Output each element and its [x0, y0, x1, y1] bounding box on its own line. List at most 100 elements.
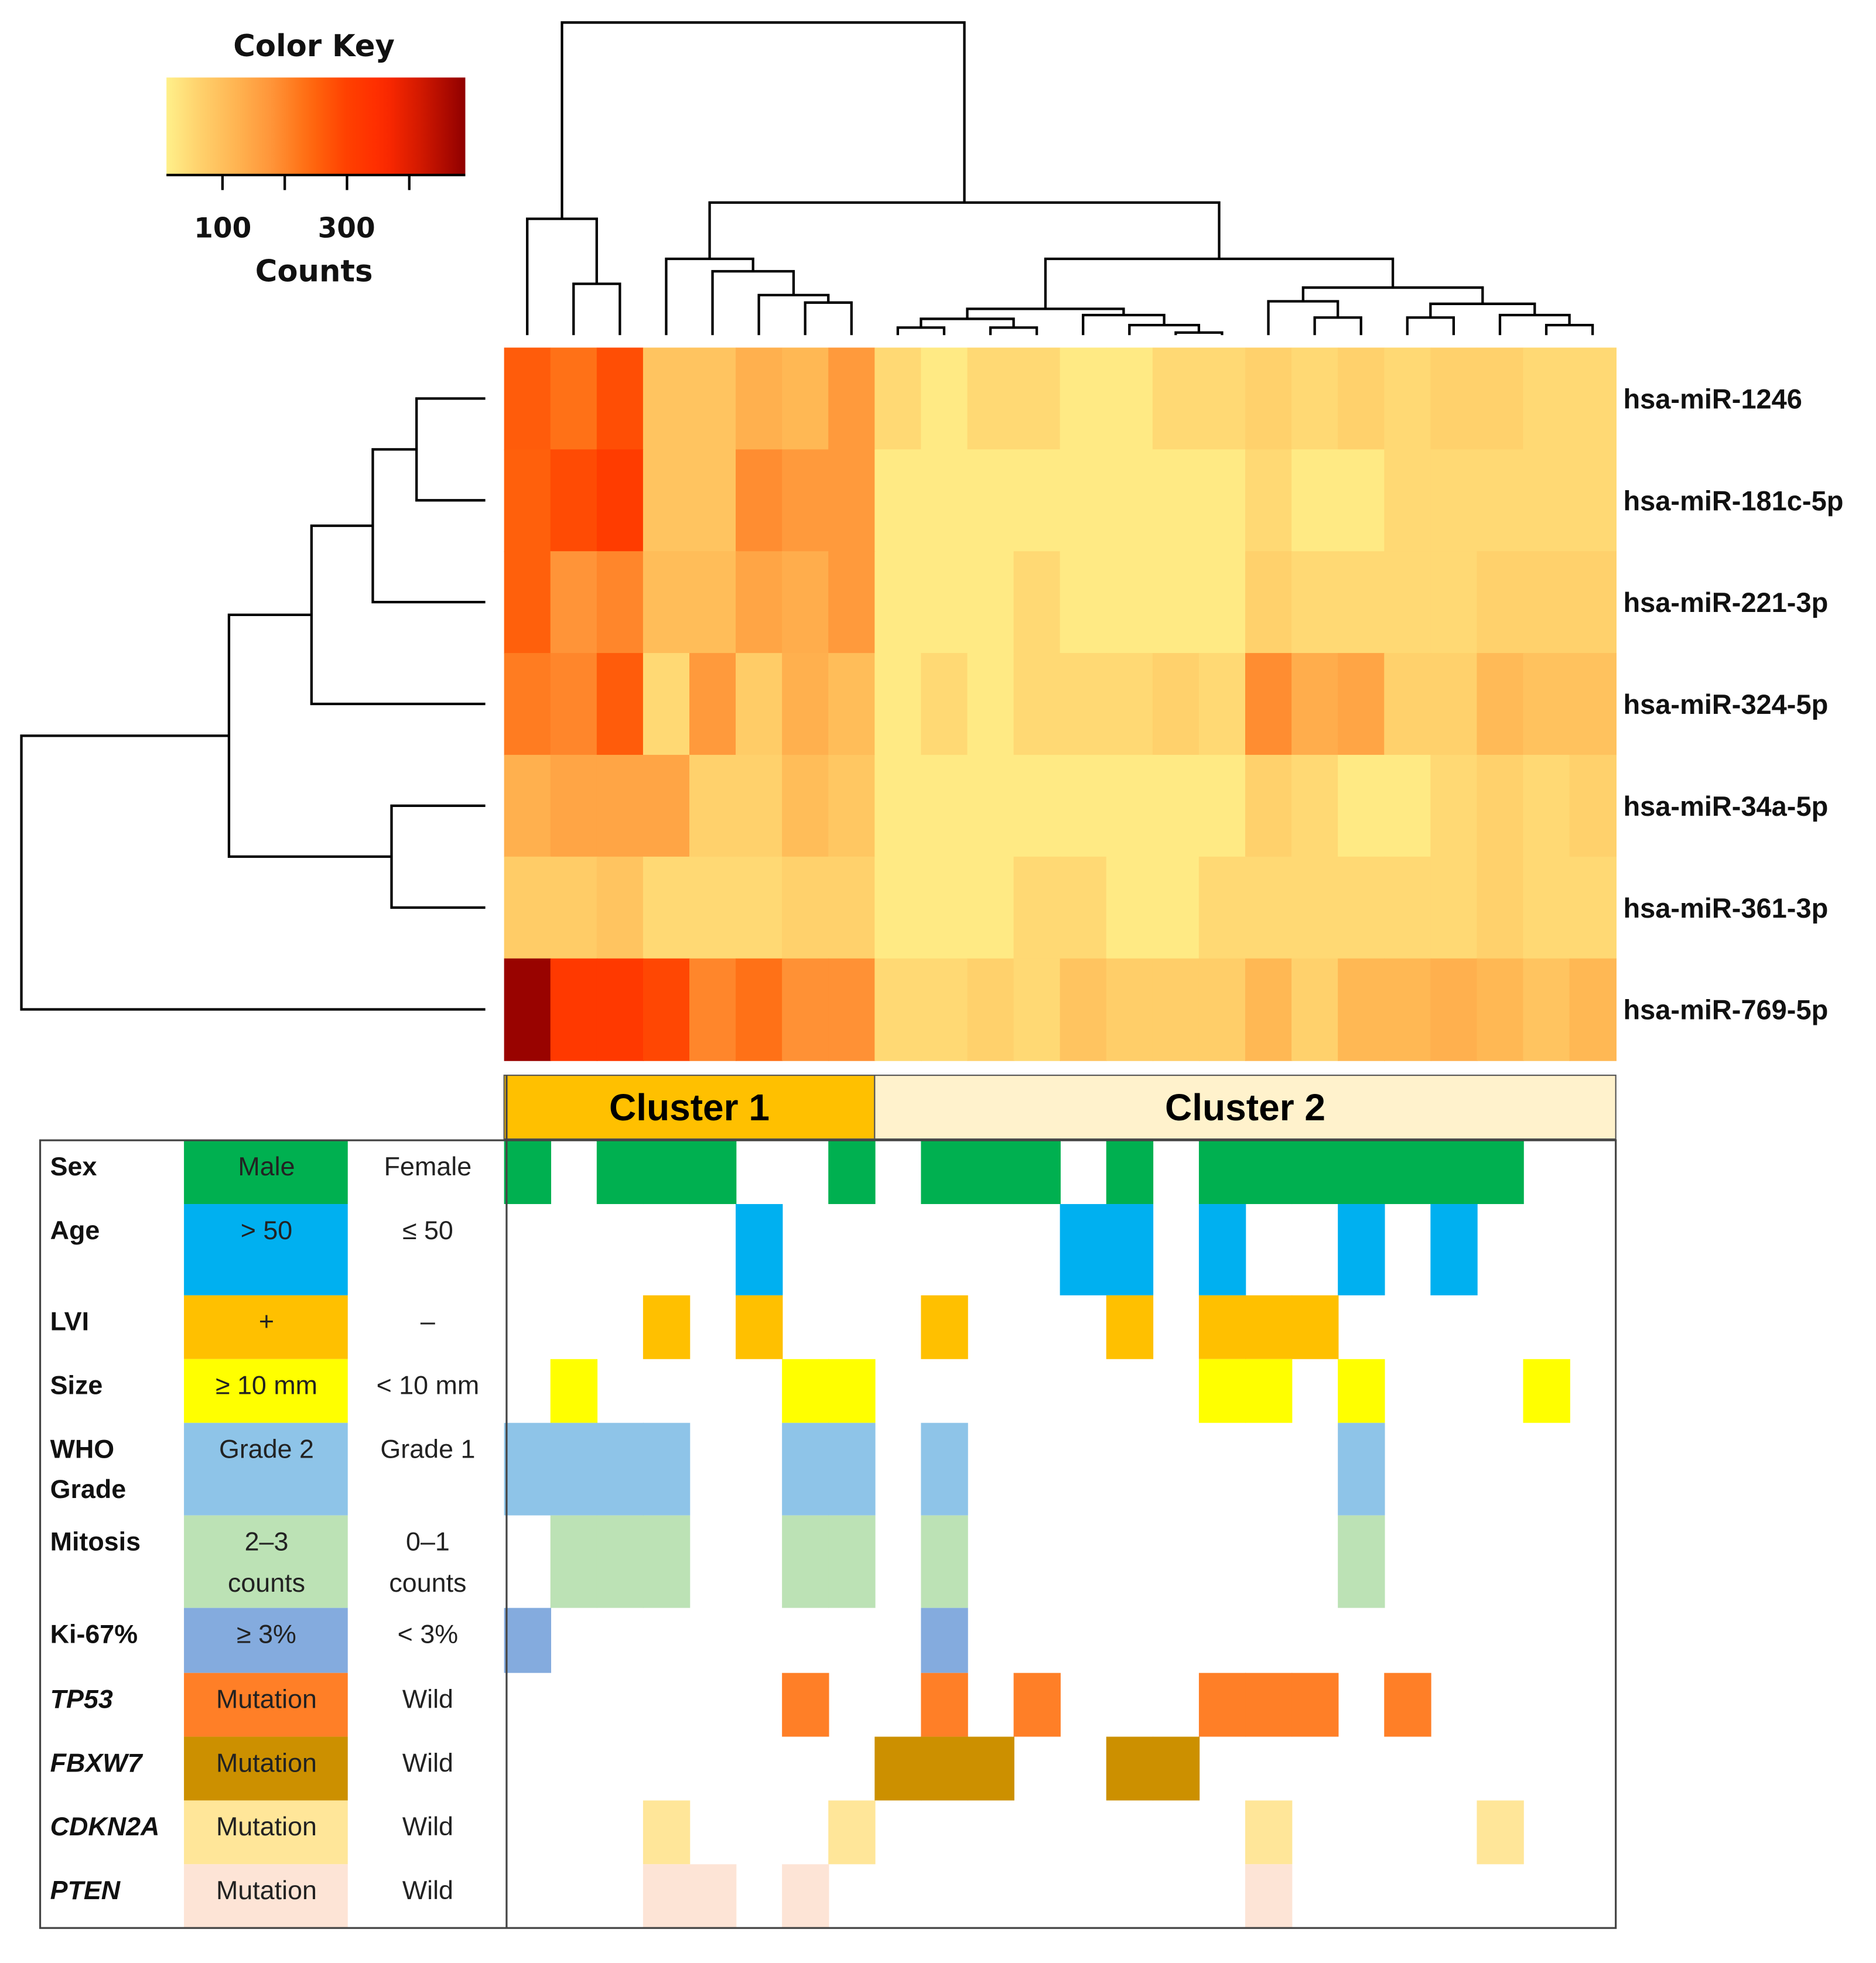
- annotation-cell: [1152, 1736, 1200, 1801]
- heatmap-cell: [1569, 449, 1617, 552]
- heatmap-cell: [550, 958, 598, 1061]
- annotation-label: Size: [50, 1370, 103, 1400]
- heatmap-cell: [1245, 856, 1293, 959]
- heatmap-cell: [1291, 449, 1339, 552]
- annotation-legend-swatch: [184, 1295, 348, 1359]
- heatmap-cell: [921, 958, 968, 1061]
- annotation-cell: [1245, 1140, 1293, 1205]
- cluster-2-band: [874, 1075, 1617, 1140]
- annotation-cell: [643, 1515, 691, 1608]
- annotation-cell: [921, 1140, 968, 1205]
- color-key: Color Key 100 300 Counts: [166, 29, 466, 289]
- row-label: hsa-miR-221-3p: [1623, 587, 1828, 618]
- heatmap-cell: [1291, 551, 1339, 654]
- heatmap-cell: [921, 449, 968, 552]
- row-label: hsa-miR-361-3p: [1623, 892, 1828, 924]
- annotation-cell: [504, 1422, 552, 1516]
- heatmap-cell: [1060, 754, 1108, 858]
- heatmap-cell: [828, 551, 876, 654]
- annotation-cell: [550, 1515, 598, 1608]
- heatmap-cell: [643, 551, 691, 654]
- color-key-tick-label: 100: [194, 213, 251, 245]
- annotation-cell: [782, 1359, 829, 1423]
- annotation-label: TP53: [50, 1684, 113, 1714]
- annotation-negative-value: Wild: [402, 1684, 453, 1714]
- annotation-cell: [643, 1295, 691, 1359]
- heatmap-cell: [1198, 653, 1246, 756]
- heatmap-cell: [921, 551, 968, 654]
- heatmap-cell: [921, 347, 968, 450]
- heatmap-cell: [828, 449, 876, 552]
- heatmap-cell: [1013, 856, 1061, 959]
- annotation-legend-swatch: [184, 1422, 348, 1516]
- color-key-gradient: [166, 77, 466, 175]
- annotation-cell: [1338, 1204, 1385, 1295]
- row-labels: hsa-miR-1246 hsa-miR-181c-5p hsa-miR-221-3…: [1623, 384, 1843, 1025]
- annotation-positive-value: 2–3: [245, 1526, 289, 1556]
- annotation-cell: [643, 1140, 691, 1205]
- annotation-cell: [643, 1864, 691, 1928]
- annotation-cell: [921, 1736, 968, 1801]
- color-key-tick-label: 300: [318, 213, 375, 245]
- annotation-legend-swatch: [184, 1204, 348, 1295]
- row-label: hsa-miR-769-5p: [1623, 994, 1828, 1025]
- heatmap-cell: [643, 856, 691, 959]
- heatmap-cell: [550, 653, 598, 756]
- heatmap-cell: [643, 449, 691, 552]
- annotation-negative-value: 0–1: [406, 1526, 450, 1556]
- heatmap-cell: [643, 754, 691, 858]
- annotation-cell: [1198, 1140, 1246, 1205]
- heatmap-cell: [1338, 754, 1385, 858]
- heatmap-cell: [504, 449, 552, 552]
- heatmap-cell: [1384, 449, 1431, 552]
- heatmap-cell: [1198, 958, 1246, 1061]
- heatmap-cell: [1338, 347, 1385, 450]
- heatmap-cell: [504, 754, 552, 858]
- annotation-row: Mitosis 2–3 counts 0–1 counts: [50, 1515, 1385, 1608]
- heatmap-cell: [782, 551, 829, 654]
- heatmap-cell: [596, 653, 644, 756]
- heatmap-cell: [874, 449, 922, 552]
- heatmap-cell: [874, 347, 922, 450]
- heatmap-cell: [1569, 958, 1617, 1061]
- dendrogram-branch: [561, 21, 966, 219]
- heatmap-cell: [1013, 347, 1061, 450]
- annotation-label: CDKN2A: [50, 1811, 160, 1841]
- heatmap-cell: [689, 347, 737, 450]
- dendrogram-branch: [572, 282, 621, 336]
- annotation-cell: [1430, 1140, 1478, 1205]
- annotation-negative-value: Female: [384, 1151, 471, 1181]
- annotation-cell: [1106, 1140, 1154, 1205]
- annotation-row: Size ≥ 10 mm < 10 mm: [50, 1359, 1570, 1423]
- heatmap-cell: [1384, 856, 1431, 959]
- annotation-cell: [1338, 1359, 1385, 1423]
- heatmap-cell: [967, 856, 1014, 959]
- annotation-cell: [921, 1515, 968, 1608]
- annotation-cell: [1477, 1800, 1524, 1865]
- heatmap-cell: [504, 551, 552, 654]
- annotation-legend-swatch: [184, 1736, 348, 1801]
- annotation-row: TP53 Mutation Wild: [50, 1673, 1431, 1737]
- annotation-cell: [643, 1800, 691, 1865]
- heatmap-cell: [1245, 347, 1293, 450]
- heatmap-cell: [1152, 958, 1200, 1061]
- dendrogram-branch: [371, 448, 486, 604]
- heatmap-cell: [689, 449, 737, 552]
- annotation-cell: [967, 1140, 1014, 1205]
- annotation-positive-value: ≥ 10 mm: [216, 1370, 317, 1400]
- heatmap-cell: [1523, 347, 1570, 450]
- heatmap-cell: [504, 958, 552, 1061]
- annotation-cell: [550, 1359, 598, 1423]
- heatmap-cell: [504, 653, 552, 756]
- heatmap-cell: [643, 958, 691, 1061]
- annotation-cell: [504, 1140, 552, 1205]
- heatmap-cell: [1569, 347, 1617, 450]
- annotation-cell: [1384, 1140, 1431, 1205]
- heatmap-cell: [967, 551, 1014, 654]
- heatmap-cell: [1291, 653, 1339, 756]
- heatmap-cell: [1430, 449, 1478, 552]
- heatmap-cell: [1245, 958, 1293, 1061]
- heatmap-cell: [1430, 653, 1478, 756]
- annotation-positive-value: Male: [238, 1151, 295, 1181]
- heatmap-cell: [1338, 653, 1385, 756]
